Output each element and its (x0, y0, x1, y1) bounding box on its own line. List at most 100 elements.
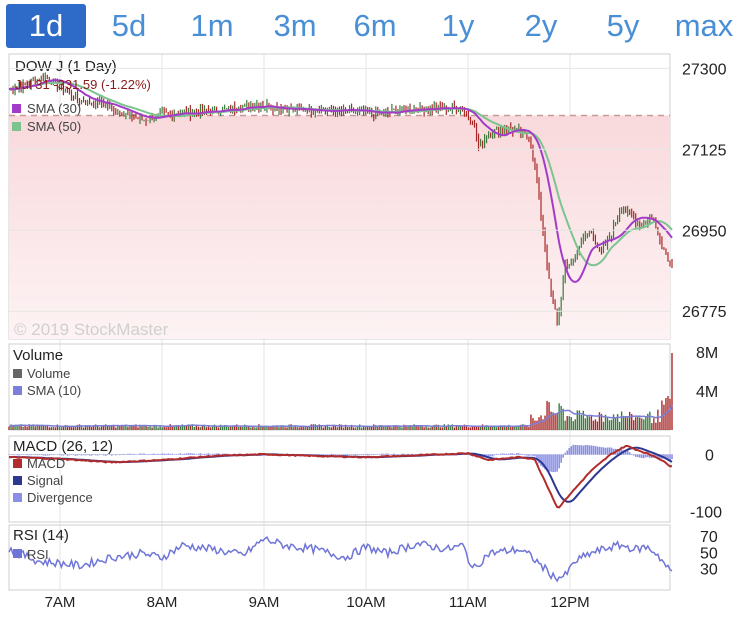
volume-bar (373, 424, 375, 430)
divergence-bar (584, 445, 587, 455)
divergence-bar (495, 453, 498, 455)
range-tab-5d[interactable]: 5d (111, 8, 147, 43)
volume-bar (580, 414, 583, 430)
price-y-tick: 27300 (682, 61, 727, 78)
volume-bar (379, 425, 381, 430)
macd-title: MACD (26, 12) (13, 438, 113, 455)
divergence-bar (52, 454, 55, 456)
volume-bar (68, 425, 71, 430)
volume-bar (189, 425, 192, 430)
volume-bar (350, 424, 353, 430)
divergence-bar (30, 454, 32, 456)
divergence-bar (669, 454, 671, 461)
divergence-bar (68, 454, 71, 456)
divergence-bar (26, 454, 28, 456)
divergence-bar (207, 453, 210, 455)
divergence-bar (568, 447, 571, 455)
volume-bar (600, 413, 603, 430)
divergence-bar (165, 453, 167, 455)
divergence-bar (46, 454, 49, 456)
divergence-bar (151, 453, 153, 455)
volume-bar (179, 425, 181, 430)
divergence-bar (399, 454, 401, 455)
volume-bar (622, 415, 625, 430)
divergence-bar (149, 454, 151, 455)
volume-bar (306, 426, 308, 430)
divergence-bar (562, 454, 564, 458)
volume-bar (592, 420, 595, 430)
divergence-bar (376, 454, 379, 455)
volume-bar (234, 426, 236, 430)
divergence-bar (405, 454, 407, 455)
volume-bar (546, 400, 548, 430)
volume-bar (30, 425, 32, 430)
volume-bar (360, 427, 363, 430)
divergence-bar (572, 444, 575, 455)
volume-bar (584, 418, 587, 430)
divergence-bar (528, 454, 530, 456)
divergence-bar (548, 454, 550, 472)
volume-bar (90, 426, 93, 430)
divergence-bar (221, 453, 224, 455)
volume-bar (20, 424, 22, 430)
divergence-bar (497, 454, 500, 455)
divergence-bar (336, 454, 339, 455)
divergence-bar (56, 454, 59, 455)
divergence-bar (606, 447, 609, 455)
range-tab-6m[interactable]: 6m (353, 8, 397, 43)
divergence-bar (342, 454, 345, 456)
volume-bar (419, 426, 421, 430)
range-tab-1y[interactable]: 1y (441, 8, 475, 43)
range-tab-2y[interactable]: 2y (524, 8, 558, 43)
divergence-bar (195, 454, 198, 455)
divergence-bar (117, 454, 119, 455)
volume-bar (354, 427, 357, 430)
volume-bar (457, 426, 460, 430)
signal-legend: Signal (27, 473, 63, 488)
volume-bar (485, 425, 488, 430)
price-title: DOW J (1 Day) (15, 58, 117, 75)
volume-bar (258, 424, 260, 430)
divergence-bar (217, 453, 220, 455)
divergence-bar (493, 454, 496, 456)
range-tab-5y[interactable]: 5y (606, 8, 640, 43)
volume-bar (637, 415, 639, 430)
volume-bar (294, 425, 296, 430)
volume-bar (401, 427, 403, 430)
rsi-title: RSI (14) (13, 527, 69, 544)
volume-bar (197, 426, 200, 430)
sma-30-swatch (12, 104, 21, 113)
divergence-bar (534, 454, 536, 457)
volume-bar (491, 426, 494, 430)
volume-bar (630, 414, 633, 430)
volume-bar (298, 427, 300, 430)
divergence-bar (181, 454, 184, 455)
volume-bars (8, 352, 673, 430)
volume-bar (461, 425, 464, 430)
watermark: © 2019 StockMaster (14, 320, 169, 339)
range-tab-1d[interactable]: 1d (6, 4, 86, 48)
range-tab-max[interactable]: max (674, 8, 734, 43)
volume-bar (115, 427, 117, 430)
volume-bar (191, 424, 194, 430)
range-tab-1m[interactable]: 1m (190, 8, 234, 43)
divergence-bar (592, 445, 595, 455)
volume-bar (302, 427, 304, 430)
divergence-bar (84, 454, 87, 456)
volume-bar (199, 427, 202, 430)
x-tick: 10AM (346, 594, 385, 611)
volume-bar (121, 424, 123, 430)
divergence-bar (582, 445, 585, 455)
volume-bar (542, 419, 544, 430)
range-tab-3m[interactable]: 3m (273, 8, 317, 43)
volume-bar (570, 417, 572, 430)
volume-bar (524, 424, 526, 430)
volume-bar (596, 421, 599, 430)
volume-bar (608, 420, 611, 430)
volume-bar (405, 425, 407, 430)
divergence-bar (554, 454, 556, 473)
divergence-bar (177, 454, 180, 455)
divergence-bar (42, 454, 45, 456)
divergence-bar (106, 454, 109, 455)
volume-bar (586, 414, 589, 430)
